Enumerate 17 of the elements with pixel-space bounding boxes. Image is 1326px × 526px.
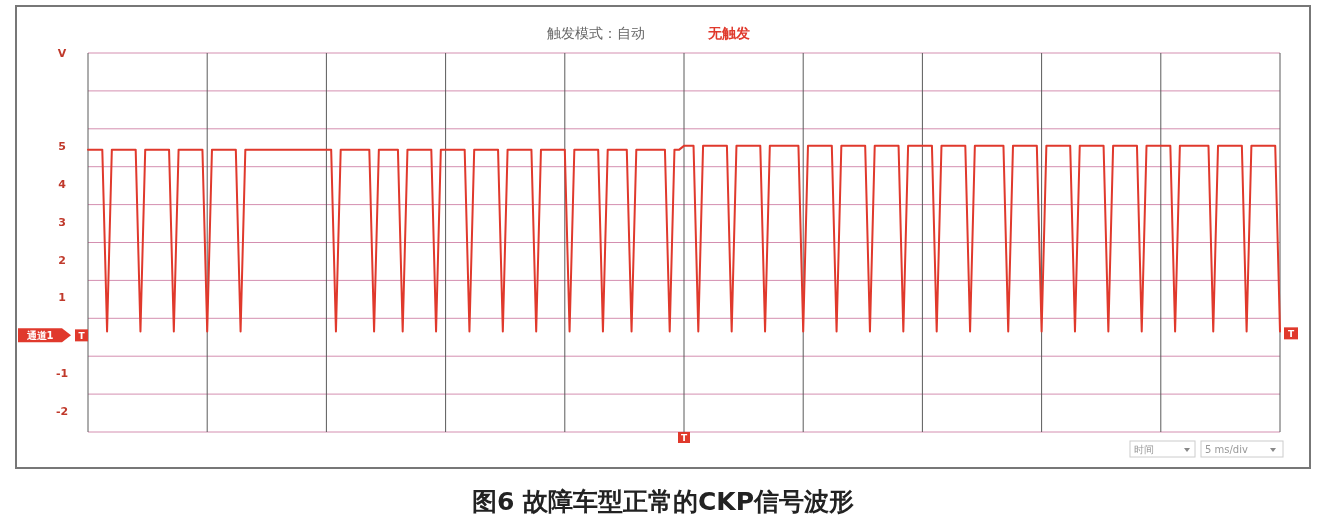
channel-tag: 通道1: [18, 328, 71, 343]
y-tick-label: 1: [58, 291, 66, 305]
text: T: [78, 331, 86, 342]
caption: 图6 故障车型正常的CKP信号波形: [471, 487, 855, 516]
chart-title: 触发模式：自动: [547, 25, 645, 41]
text: 5 ms/div: [1205, 444, 1248, 455]
y-tick-label: 2: [58, 253, 66, 267]
chart-subtitle: 无触发: [707, 25, 750, 41]
y-tick-label: -1: [55, 367, 69, 381]
text: 时间: [1134, 444, 1154, 455]
y-tick-label: 4: [58, 177, 67, 191]
y-axis-title: V: [57, 47, 67, 60]
text: T: [1287, 329, 1295, 340]
y-tick-label: -2: [55, 405, 69, 419]
y-tick-label: 5: [58, 139, 66, 153]
y-tick-label: 3: [58, 215, 66, 229]
text: T: [680, 433, 688, 443]
